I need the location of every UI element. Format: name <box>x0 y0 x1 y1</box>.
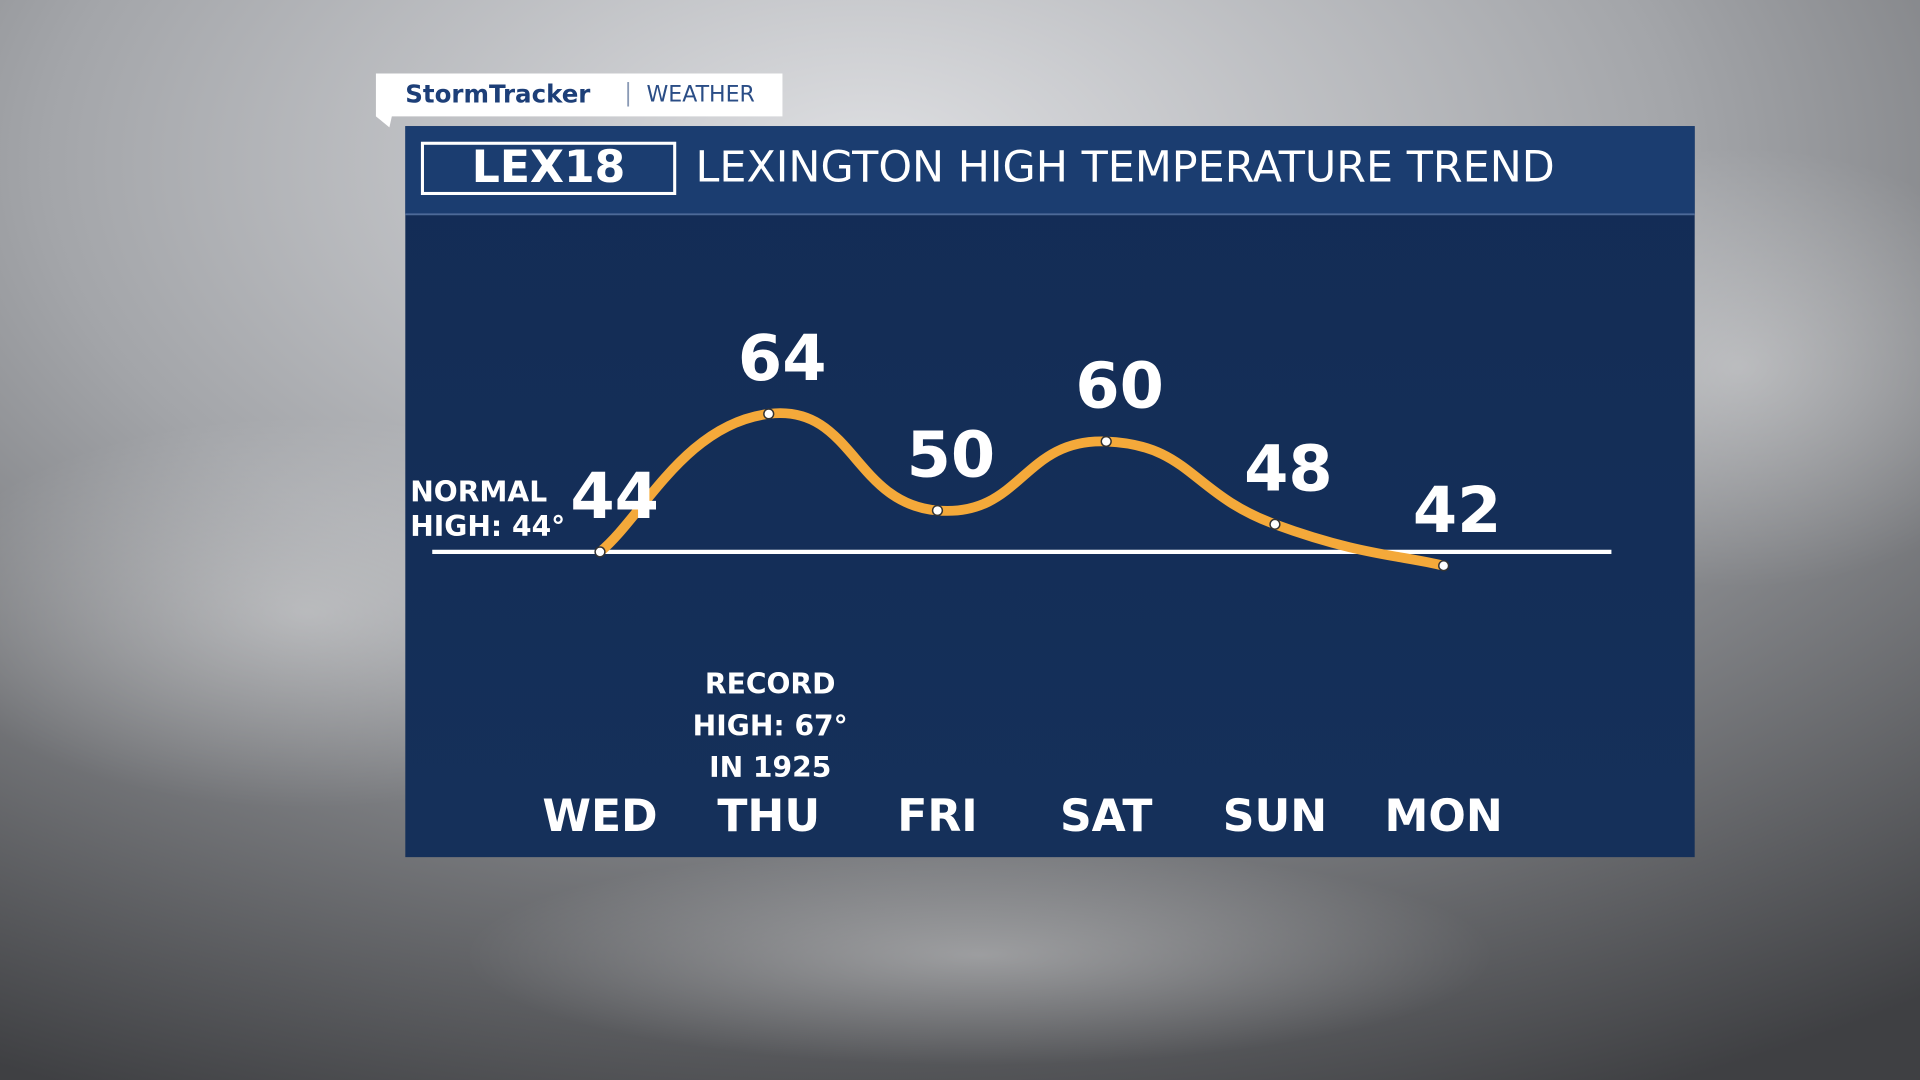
data-point <box>763 408 775 420</box>
data-point <box>594 546 606 558</box>
x-tick-label: FRI <box>897 791 977 842</box>
normal-label: HIGH: 44° <box>410 510 565 543</box>
brand-section: WEATHER <box>647 83 755 108</box>
station-logo-text: LEX18 <box>472 142 626 193</box>
panel <box>405 126 1695 858</box>
brand-name: StormTracker <box>405 80 590 109</box>
data-point <box>1438 560 1450 572</box>
x-tick-label: WED <box>542 791 657 842</box>
value-label: 60 <box>1075 350 1164 424</box>
x-tick-label: SAT <box>1060 791 1153 842</box>
value-label: 44 <box>570 460 659 534</box>
record-label: IN 1925 <box>709 751 831 784</box>
data-point <box>1269 518 1281 530</box>
data-point <box>1100 435 1112 448</box>
x-tick-label: THU <box>717 791 820 842</box>
normal-label: NORMAL <box>410 475 547 508</box>
trend-line <box>595 408 1449 571</box>
value-label: 50 <box>907 419 996 493</box>
x-tick-label: MON <box>1385 791 1503 842</box>
value-label: 42 <box>1413 474 1502 548</box>
cloud <box>465 844 1494 1066</box>
x-tick-label: SUN <box>1223 791 1327 842</box>
chart-title: LEXINGTON HIGH TEMPERATURE TREND <box>696 143 1555 193</box>
data-point <box>931 504 944 517</box>
value-label: 48 <box>1244 432 1333 506</box>
brand-tab <box>375 73 783 128</box>
value-label: 64 <box>738 322 827 396</box>
record-label: HIGH: 67° <box>693 709 848 742</box>
station-logo <box>420 141 677 195</box>
record-label: RECORD <box>705 668 836 701</box>
